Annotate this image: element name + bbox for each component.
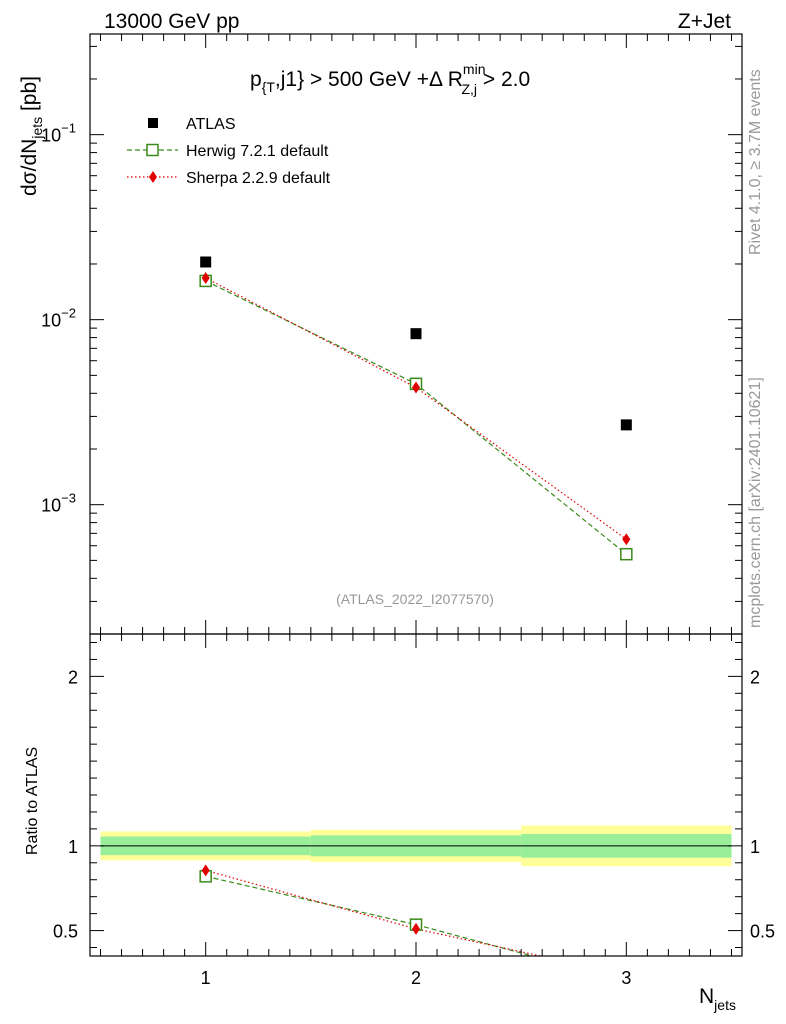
y-tick-label-base: 10 [41,126,61,146]
legend-herwig-marker [146,143,159,157]
main-line-herwig-7-2-1-default [205,280,627,555]
mcplots-label: mcplots.cern.ch [arXiv:2401.10621] [747,377,764,628]
y-tick-label-exp: −2 [61,306,76,321]
x-tick-label-1: 1 [201,968,211,988]
title-r-sup: min [463,61,486,77]
y-axis-label: dσ/dNjets [pb] [18,76,45,196]
legend-sherpa-marker [149,171,157,183]
ratio-y-tick-label-left: 0.5 [53,922,78,942]
rivet-label: Rivet 4.1.0, ≥ 3.7M events [747,69,764,255]
process-label: Z+Jet [678,10,731,33]
main-point-herwig-7-2-1-default-3 [620,547,633,561]
main-point-sherpa-2-2-9-default-1 [201,271,210,284]
main-point-atlas-3 [620,419,632,431]
y-tick-label: 10−3 [41,491,76,516]
ratio-y-label: Ratio to ATLAS [24,747,41,855]
legend-atlas-label: ATLAS [186,116,236,133]
x-tick-label-2: 2 [411,968,421,988]
ratio-plot [100,825,732,956]
main-point-sherpa-2-2-9-default-2 [412,381,420,394]
main-line-sherpa-2-2-9-default [205,277,627,540]
title-p-sub: {T [262,79,276,95]
x-label-sub: jets [713,997,736,1013]
legend-sherpa-label: Sherpa 2.2.9 default [186,170,331,187]
ratio-y-tick-label-right: 2 [750,667,760,687]
y-tick-label-base: 10 [41,496,61,516]
y-label-unit: [pb] [18,76,41,117]
axes: 1 2 310−110−210−30.5 0.51 12 2 [41,33,775,988]
legend-atlas-marker [148,118,158,128]
main-point-atlas-1 [200,256,212,268]
y-tick-label-exp: −1 [61,121,76,136]
title-tail: > 2.0 [477,68,530,91]
ratio-frame [89,633,743,957]
ratio-point-sherpa-2-2-9-default-2 [412,922,420,935]
ratio-y-tick-label-right: 1 [750,837,760,857]
title-mid: ,j1} > 500 GeV +Δ R [275,68,463,91]
legend-herwig-label: Herwig 7.2.1 default [186,143,329,160]
main-point-atlas-2 [410,328,422,340]
y-tick-label: 10−2 [41,306,76,331]
legend: ATLAS Herwig 7.2.1 default Sherpa 2.2.9 … [127,116,331,187]
ratio-y-tick-label-right: 0.5 [750,922,775,942]
x-label-main: N [699,985,714,1008]
title-p: p [250,68,262,91]
title-r-sub: Z,j [461,81,477,97]
x-tick-label-3: 3 [621,968,631,988]
x-axis-label: Njets [699,985,736,1013]
y-label-sub: jets [29,117,45,140]
ratio-y-tick-label-left: 2 [68,667,78,687]
ratio-line-sherpa-2-2-9-default [205,869,544,956]
y-tick-label-base: 10 [41,311,61,331]
plot-title: p{T,j1} > 500 GeV +Δ Rmin Z,j > 2.0 [250,61,530,97]
analysis-label: (ATLAS_2022_I2077570) [336,591,494,607]
y-tick-label-exp: −3 [61,491,76,506]
energy-label: 13000 GeV pp [104,10,239,33]
y-label-main: dσ/dN [18,139,41,196]
main-plot [199,256,633,561]
ratio-point-sherpa-2-2-9-default-1 [201,864,210,877]
main-point-sherpa-2-2-9-default-3 [622,533,631,546]
ratio-y-tick-label-left: 1 [68,837,78,857]
y-tick-label: 10−1 [41,121,76,146]
